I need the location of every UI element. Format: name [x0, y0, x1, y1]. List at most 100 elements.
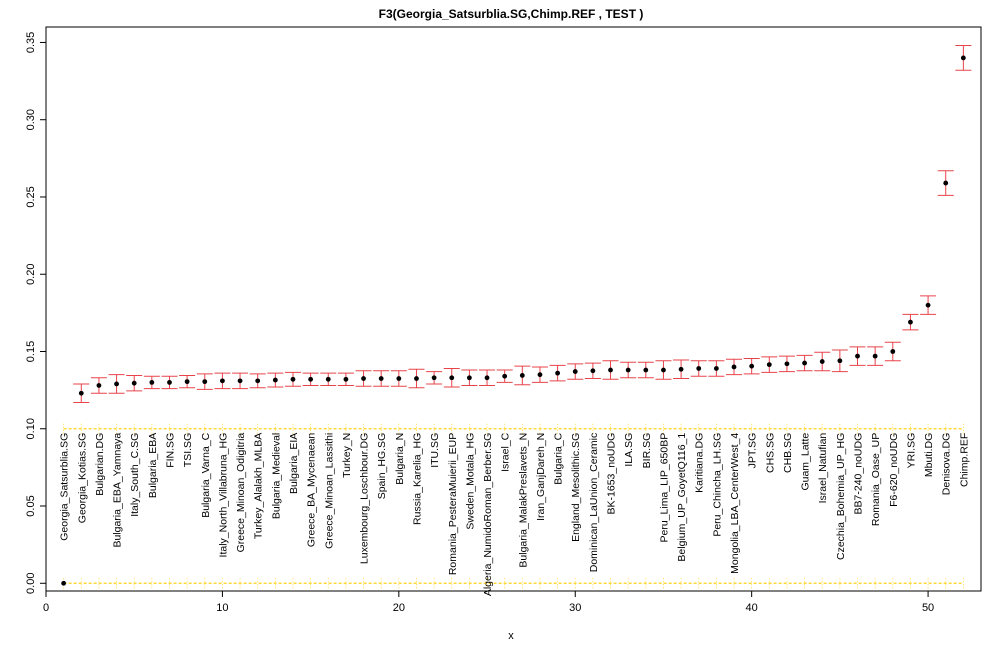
- population-label: Bulgaria_EBA: [147, 433, 159, 498]
- x-tick-label: 20: [393, 602, 405, 614]
- population-label: Georgia_Kotias.SG: [76, 433, 88, 523]
- error-bars: [73, 45, 972, 403]
- data-point: [713, 366, 719, 371]
- data-point: [572, 369, 578, 374]
- data-point: [837, 358, 843, 364]
- population-label: Israel_Natufian: [817, 433, 829, 504]
- data-point: [361, 376, 366, 381]
- population-label: Italy_North_Villabruna_HG: [217, 433, 229, 558]
- data-point: [237, 378, 243, 384]
- population-labels: Georgia_Satsurblia.SG Georgia_Kotias.SG Bu…: [59, 432, 971, 596]
- data-point: [114, 381, 119, 387]
- data-point: [167, 379, 172, 385]
- data-point: [502, 373, 508, 379]
- data-point: [61, 580, 67, 586]
- x-tick-label: 50: [922, 602, 934, 614]
- y-tick-label: 0.35: [25, 32, 37, 53]
- population-label: Turkey_N: [341, 433, 353, 478]
- population-label: Greece_BA_Mycenaean: [306, 433, 318, 548]
- population-label: FIN.SG: [164, 433, 176, 468]
- population-label: BB7-240_noUDG: [853, 433, 865, 515]
- y-tick-label: 0.00: [25, 573, 37, 594]
- population-label: Bulgarian.DG: [94, 433, 106, 496]
- data-point: [308, 376, 314, 382]
- data-point: [202, 379, 208, 385]
- data-points: [61, 55, 966, 586]
- y-tick-label: 0.25: [25, 186, 37, 207]
- data-point: [96, 383, 102, 388]
- data-point: [643, 367, 649, 373]
- data-point: [343, 376, 349, 382]
- data-point: [678, 366, 684, 372]
- population-label: F6-620_noUDG: [888, 433, 900, 507]
- x-tick-label: 30: [569, 602, 581, 614]
- y-tick-label: 0.15: [25, 341, 37, 362]
- data-point: [131, 380, 137, 386]
- data-point: [855, 353, 860, 359]
- population-label: Bulgaria_Medieval: [270, 433, 282, 519]
- population-label: YRI.SG: [905, 433, 917, 469]
- data-point: [184, 379, 190, 385]
- data-point: [943, 180, 949, 186]
- data-point: [960, 55, 966, 61]
- x-axis: 0 10 20 30 40 50: [43, 590, 934, 614]
- data-point: [449, 375, 455, 381]
- population-label: Peru_Lima_LIP_650BP: [658, 433, 670, 543]
- population-label: Israel_C: [500, 432, 512, 472]
- data-point: [802, 360, 807, 366]
- population-label: Chimp.REF: [958, 433, 970, 487]
- data-point: [396, 376, 402, 381]
- data-point: [290, 376, 296, 382]
- data-point: [872, 353, 878, 359]
- population-label: Karitiana.DG: [694, 433, 706, 493]
- data-point: [78, 390, 84, 396]
- population-label: JPT.SG: [747, 433, 759, 469]
- population-label: Dominican_LaUnion_Ceramic: [588, 433, 600, 572]
- data-point: [908, 319, 913, 325]
- population-label: Bulgaria_N: [394, 433, 406, 485]
- y-axis: 0.00 0.05 0.10 0.15 0.20 0.25 0.30 0.35: [25, 32, 47, 594]
- population-label: Russia_Karelia_HG: [411, 433, 423, 525]
- population-label: BK-1653_noUDG: [606, 433, 618, 515]
- population-label: ITU.SG: [429, 433, 441, 468]
- data-point: [431, 375, 437, 381]
- x-tick-label: 0: [43, 602, 49, 614]
- data-point: [731, 364, 737, 370]
- population-label: Sweden_Motala_HG: [464, 433, 476, 530]
- data-point: [255, 378, 261, 384]
- population-label: Bulgaria_C: [553, 432, 565, 484]
- population-label: Luxembourg_Loschbour.DG: [359, 433, 371, 564]
- x-axis-label: x: [508, 630, 514, 642]
- population-label: Georgia_Satsurblia.SG: [59, 433, 71, 541]
- population-label: CHS.SG: [764, 433, 776, 473]
- y-tick-label: 0.30: [25, 109, 37, 130]
- y-tick-label: 0.20: [25, 264, 37, 285]
- data-point: [784, 361, 790, 367]
- data-point: [625, 367, 631, 373]
- data-point: [925, 302, 931, 308]
- data-point: [378, 376, 384, 381]
- data-point: [696, 366, 702, 371]
- population-label: Peru_Chincha_LH.SG: [711, 433, 723, 537]
- data-point: [766, 362, 772, 368]
- population-label: BIR.SG: [641, 433, 653, 469]
- population-label: Bulgaria_Varna_C: [200, 432, 212, 517]
- population-label: CHB.SG: [782, 433, 794, 473]
- population-label: TSI.SG: [182, 433, 194, 467]
- population-label: Bulgaria_EBA_Yamnaya: [112, 433, 124, 548]
- population-label: Greece_Minoan_Lassithi: [323, 433, 335, 549]
- data-point: [484, 375, 490, 381]
- y-tick-label: 0.05: [25, 495, 37, 516]
- x-tick-label: 10: [216, 602, 228, 614]
- population-label: Denisova.DG: [941, 433, 953, 495]
- data-point: [590, 368, 596, 374]
- data-point: [220, 378, 225, 384]
- data-point: [325, 376, 331, 382]
- data-point: [608, 367, 613, 373]
- population-label: Turkey_Alalakh_MLBA: [253, 433, 265, 539]
- chart-title: F3(Georgia_Satsurblia.SG,Chimp.REF , TES…: [379, 7, 644, 21]
- data-point: [414, 376, 419, 381]
- population-label: Bulgaria_EIA: [288, 433, 300, 494]
- data-point: [555, 370, 561, 376]
- population-label: England_Mesolithic.SG: [570, 433, 582, 542]
